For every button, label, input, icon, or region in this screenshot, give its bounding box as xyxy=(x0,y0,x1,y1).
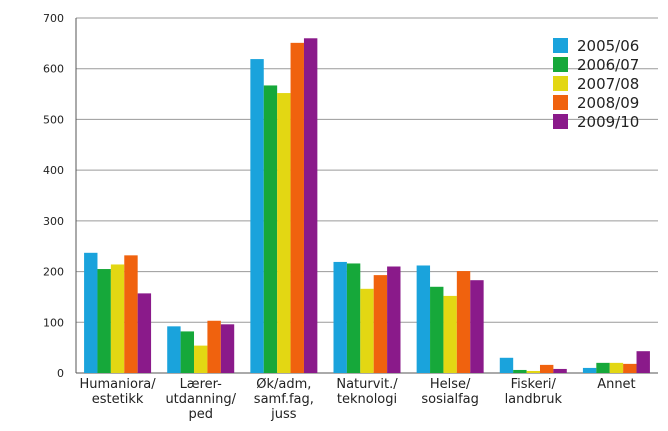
bar xyxy=(582,367,597,373)
bar xyxy=(513,369,527,373)
bar xyxy=(443,295,457,373)
bar xyxy=(97,269,111,373)
bar xyxy=(387,266,401,373)
bar xyxy=(124,255,138,373)
bar xyxy=(137,293,152,373)
bar xyxy=(250,59,264,373)
x-category-label: sosialfag xyxy=(421,392,478,407)
bar xyxy=(373,275,388,373)
bar xyxy=(539,364,554,373)
bar xyxy=(84,252,98,373)
x-axis-labels: Humaniora/estetikk Lærer-utdanning/ped Øk/… xyxy=(80,377,636,422)
bar xyxy=(207,320,221,373)
bar xyxy=(167,326,181,373)
y-tick-label: 200 xyxy=(43,266,64,279)
x-category-label: Lærer- xyxy=(180,377,223,392)
bars xyxy=(84,38,650,374)
bar xyxy=(499,357,514,373)
x-category-label: teknologi xyxy=(337,392,397,407)
x-category-label: ped xyxy=(188,407,213,422)
legend-label: 2007/08 xyxy=(577,75,639,93)
y-tick-label: 600 xyxy=(43,63,64,76)
bar xyxy=(220,324,235,373)
bar xyxy=(263,85,278,373)
y-tick-label: 500 xyxy=(43,113,64,126)
x-category-label: Helse/ xyxy=(430,377,471,392)
y-tick-label: 300 xyxy=(43,215,64,228)
x-category-label: samf.fag, xyxy=(254,392,314,407)
y-tick-label: 400 xyxy=(43,164,64,177)
bar xyxy=(553,368,567,373)
bar xyxy=(303,38,318,374)
legend-label: 2005/06 xyxy=(577,37,639,55)
bar xyxy=(290,42,304,373)
y-tick-label: 0 xyxy=(57,367,64,380)
y-tick-label: 100 xyxy=(43,316,64,329)
x-category-label: landbruk xyxy=(505,392,563,407)
bar xyxy=(636,351,650,373)
legend-swatch xyxy=(553,38,568,53)
bar xyxy=(194,345,208,373)
legend-swatch xyxy=(553,114,568,129)
bar xyxy=(110,264,125,373)
bar xyxy=(609,362,624,373)
bar xyxy=(416,265,431,373)
y-tick-label: 700 xyxy=(43,12,64,25)
gridlines xyxy=(75,17,658,374)
bar xyxy=(360,288,374,373)
legend-label: 2008/09 xyxy=(577,94,639,112)
bar xyxy=(333,261,347,373)
legend-swatch xyxy=(553,76,568,91)
legend-swatch xyxy=(553,57,568,72)
bar xyxy=(596,362,610,373)
bar xyxy=(526,370,540,373)
x-category-label: Fiskeri/ xyxy=(511,377,557,392)
y-axis-ticks: 0 100 200 300 400 500 600 700 xyxy=(43,12,64,380)
bar xyxy=(430,286,444,373)
x-category-label: Naturvit./ xyxy=(336,377,398,392)
bar xyxy=(277,93,291,374)
bar xyxy=(456,271,471,373)
bar xyxy=(623,363,637,373)
x-category-label: Annet xyxy=(597,377,635,392)
bar xyxy=(180,331,195,373)
legend-swatch xyxy=(553,95,568,110)
x-category-label: estetikk xyxy=(92,392,144,407)
x-category-label: juss xyxy=(270,407,297,422)
legend-label: 2006/07 xyxy=(577,56,639,74)
bar xyxy=(470,280,484,373)
x-category-label: Humaniora/ xyxy=(80,377,157,392)
bar xyxy=(346,263,361,373)
x-category-label: Øk/adm, xyxy=(256,377,311,392)
legend-label: 2009/10 xyxy=(577,113,639,131)
x-category-label: utdanning/ xyxy=(165,392,236,407)
